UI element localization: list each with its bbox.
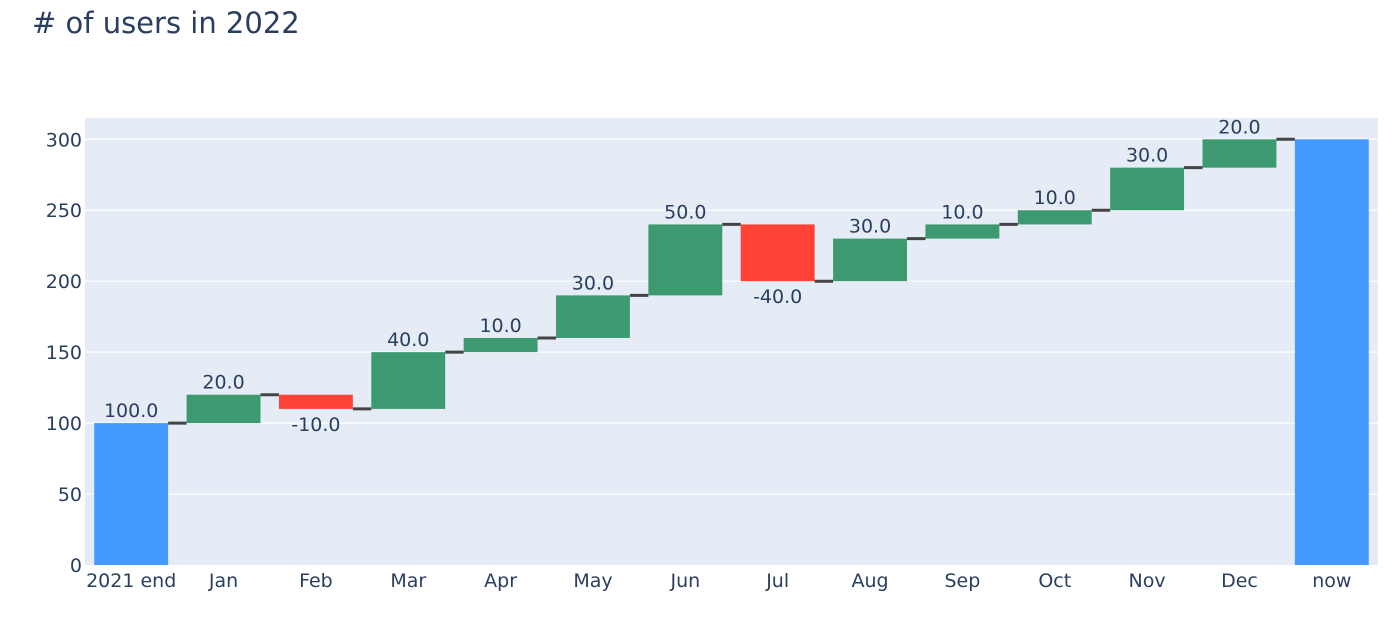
bar-jul bbox=[740, 224, 815, 282]
data-label: -10.0 bbox=[291, 414, 340, 436]
data-label: 100.0 bbox=[104, 400, 158, 422]
data-label: -40.0 bbox=[753, 286, 802, 308]
bar-may bbox=[556, 295, 630, 338]
bar-sep bbox=[925, 224, 1000, 239]
bar-apr bbox=[463, 337, 538, 353]
x-tick-label: May bbox=[573, 570, 612, 592]
grid-lines bbox=[85, 138, 1378, 495]
y-tick-label: 200 bbox=[46, 271, 82, 293]
chart-title: # of users in 2022 bbox=[32, 6, 300, 40]
data-label: 30.0 bbox=[1126, 145, 1168, 167]
bar-dec bbox=[1202, 139, 1277, 168]
y-tick-label: 150 bbox=[46, 342, 82, 364]
bar-oct bbox=[1017, 210, 1092, 225]
x-tick-label: Mar bbox=[390, 570, 426, 592]
connectors bbox=[168, 137, 1295, 425]
data-label: 30.0 bbox=[572, 272, 614, 294]
x-tick-label: Sep bbox=[944, 570, 980, 592]
x-tick-label: Feb bbox=[299, 570, 333, 592]
y-axis: 0 50 100 150 200 250 300 bbox=[46, 129, 82, 577]
bar-nov bbox=[1110, 167, 1185, 211]
x-axis: 2021 end Jan Feb Mar Apr May Jun Jul Aug Sep Oct No… bbox=[86, 570, 1351, 592]
bar-aug bbox=[833, 238, 907, 282]
y-tick-label: 100 bbox=[46, 413, 82, 435]
x-tick-label: Dec bbox=[1221, 570, 1258, 592]
bar-now bbox=[1294, 139, 1369, 566]
x-tick-label: Jun bbox=[669, 570, 700, 592]
bars bbox=[94, 139, 1369, 566]
y-tick-label: 0 bbox=[70, 555, 82, 577]
y-tick-label: 50 bbox=[58, 484, 82, 506]
x-tick-label: Oct bbox=[1038, 570, 1071, 592]
y-tick-label: 250 bbox=[46, 200, 82, 222]
data-label: 30.0 bbox=[849, 216, 891, 238]
y-tick-label: 300 bbox=[46, 129, 82, 151]
bar-jan bbox=[186, 394, 261, 424]
data-label: 40.0 bbox=[387, 329, 429, 351]
data-labels: 100.0 20.0 -10.0 40.0 10.0 30.0 50.0 -40.0 30.0 1… bbox=[104, 116, 1261, 436]
bar-mar bbox=[371, 352, 446, 409]
bar-jun bbox=[648, 224, 723, 296]
bar-2021-end bbox=[94, 423, 169, 565]
x-tick-label: Jul bbox=[765, 570, 789, 592]
data-label: 10.0 bbox=[1034, 187, 1076, 209]
x-tick-label: Aug bbox=[851, 570, 888, 592]
x-tick-label: Apr bbox=[484, 570, 517, 592]
data-label: 20.0 bbox=[1218, 116, 1260, 138]
data-label: 10.0 bbox=[479, 315, 521, 337]
x-tick-label: now bbox=[1312, 570, 1351, 592]
data-label: 10.0 bbox=[941, 201, 983, 223]
x-tick-label: Jan bbox=[208, 570, 238, 592]
bar-feb bbox=[278, 394, 353, 409]
data-label: 50.0 bbox=[664, 201, 706, 223]
data-label: 20.0 bbox=[202, 372, 244, 394]
x-tick-label: 2021 end bbox=[86, 570, 176, 592]
x-tick-label: Nov bbox=[1129, 570, 1166, 592]
